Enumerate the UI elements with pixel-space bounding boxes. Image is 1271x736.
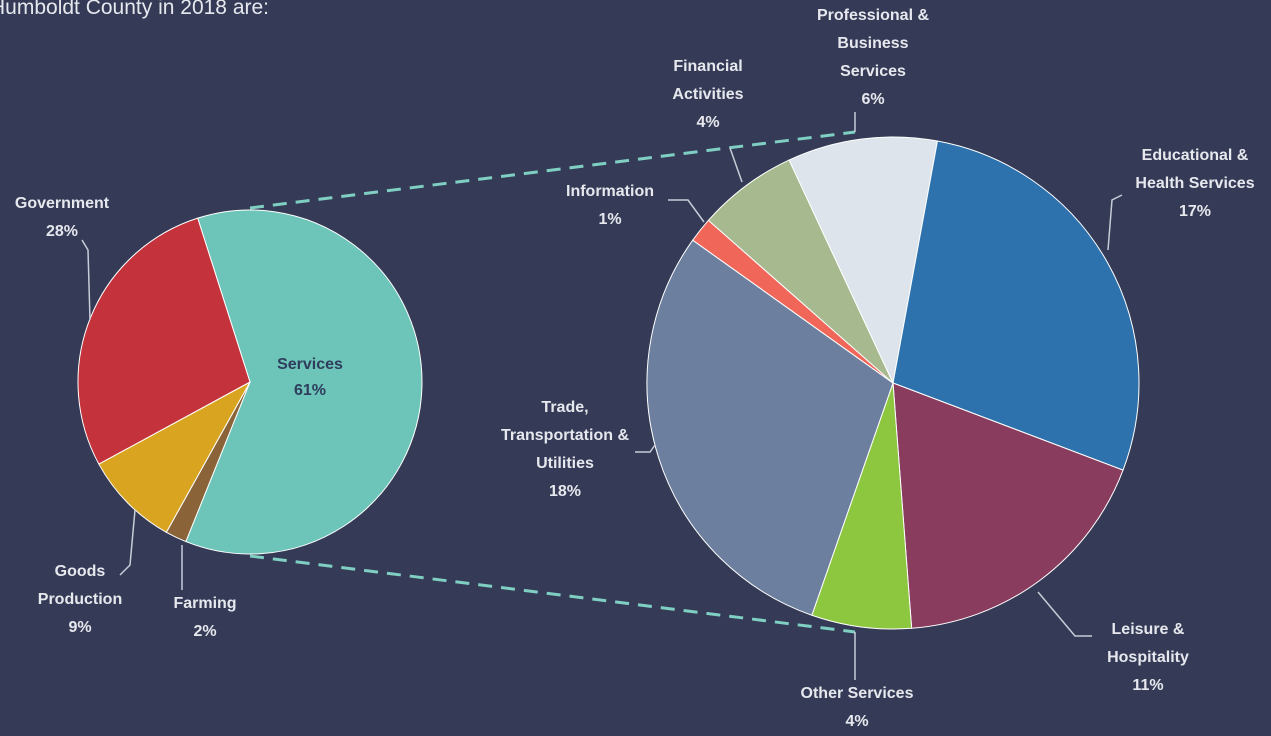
category: Professional & Business Services bbox=[816, 7, 930, 80]
value-label: 17% bbox=[1178, 203, 1212, 220]
value-label: 1% bbox=[598, 211, 622, 228]
value-label: 28% bbox=[45, 223, 79, 240]
category: Leisure & Hospitality bbox=[1107, 621, 1189, 666]
category: Services bbox=[277, 356, 343, 373]
leader bbox=[1107, 194, 1123, 251]
pie-slice bbox=[185, 209, 423, 555]
category: Financial Activities bbox=[672, 58, 744, 103]
value-label: 61% bbox=[293, 382, 327, 399]
slice-label: Other Services 4% bbox=[777, 680, 937, 736]
leader bbox=[668, 199, 705, 223]
category: Educational & Health Services bbox=[1135, 147, 1255, 192]
connector bbox=[249, 554, 856, 634]
pie-slice bbox=[892, 382, 1124, 629]
connector bbox=[249, 130, 856, 210]
header-text: Humboldt County in 2018 are: bbox=[0, 0, 269, 19]
category: Other Services bbox=[800, 685, 914, 702]
leader bbox=[81, 239, 91, 321]
slice-label: Farming 2% bbox=[155, 590, 255, 646]
pie-slice bbox=[98, 380, 252, 533]
value-label: 9% bbox=[68, 619, 92, 636]
category: Government bbox=[14, 195, 110, 212]
slice-label: Professional & Business Services 6% bbox=[803, 2, 943, 114]
leader bbox=[729, 147, 743, 183]
slice-label: Services 61% bbox=[250, 352, 370, 404]
pie-slice bbox=[646, 239, 894, 616]
slice-label: Financial Activities 4% bbox=[658, 53, 758, 137]
leader bbox=[1037, 591, 1092, 637]
leader bbox=[119, 509, 136, 576]
leader bbox=[635, 444, 656, 453]
connector-lines bbox=[249, 130, 856, 634]
value-label: 11% bbox=[1132, 677, 1164, 694]
slice-label: Goods Production 9% bbox=[25, 558, 135, 642]
leader-lines bbox=[81, 112, 1123, 680]
value-label: 18% bbox=[548, 483, 582, 500]
pie-slice bbox=[892, 140, 1140, 471]
value-label: 4% bbox=[696, 114, 720, 131]
value-label: 6% bbox=[861, 91, 885, 108]
value-label: 4% bbox=[845, 713, 869, 730]
category: Information bbox=[566, 183, 654, 200]
pie bbox=[77, 209, 423, 555]
category: Goods Production bbox=[37, 563, 123, 608]
slice-label: Educational & Health Services 17% bbox=[1120, 142, 1270, 226]
pie-slice bbox=[707, 159, 894, 384]
slice-label: Government 28% bbox=[2, 190, 122, 246]
category: Farming bbox=[173, 595, 237, 612]
pie bbox=[646, 136, 1140, 630]
pie-slice bbox=[788, 136, 939, 385]
slice-label: Leisure & Hospitality 11% bbox=[1088, 616, 1208, 700]
slice-label: Trade, Transportation & Utilities 18% bbox=[490, 394, 640, 506]
value-label: 2% bbox=[193, 623, 217, 640]
slice-label: Information 1% bbox=[550, 178, 670, 234]
category: Trade, Transportation & Utilities bbox=[500, 399, 629, 472]
